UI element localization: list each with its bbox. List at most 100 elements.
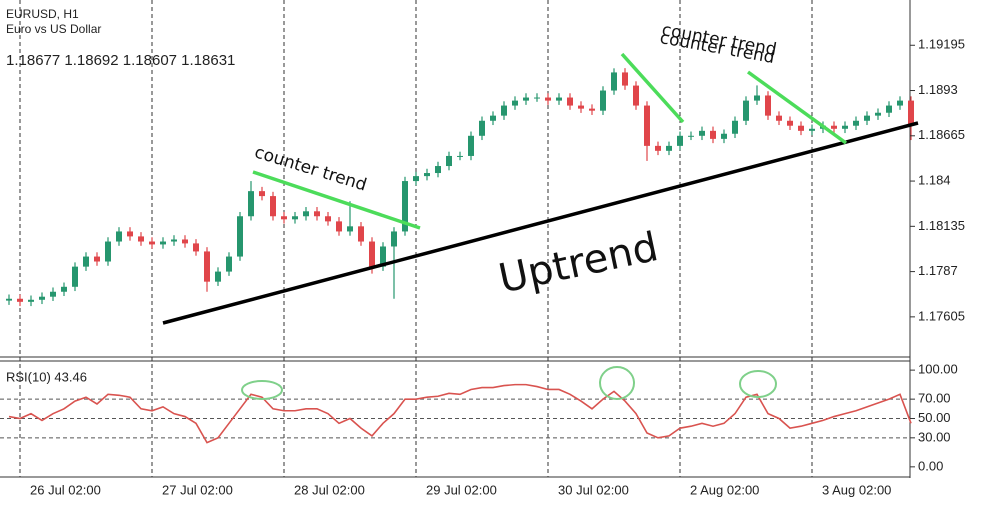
- indicator-title: RSI(10) 43.46: [6, 369, 87, 384]
- candle-body: [314, 211, 320, 217]
- x-tick-label: 27 Jul 02:00: [162, 482, 233, 497]
- y-tick-label: 1.1893: [918, 82, 958, 97]
- candle-body: [710, 130, 716, 139]
- candle-body: [765, 95, 771, 116]
- highlight-circle: [739, 370, 777, 398]
- candle-body: [94, 256, 100, 262]
- candle-body: [732, 120, 738, 134]
- candle-body: [512, 100, 518, 106]
- candle-body: [391, 231, 397, 247]
- candle-body: [281, 216, 287, 220]
- candle-body: [809, 128, 815, 131]
- candle-body: [149, 241, 155, 245]
- candle-body: [215, 271, 221, 282]
- candle-body: [171, 239, 177, 242]
- candle-body: [193, 243, 199, 252]
- candle-body: [6, 298, 12, 301]
- candle-body: [688, 135, 694, 137]
- trend-line: [162, 121, 919, 325]
- candle-body: [160, 241, 166, 245]
- candle-body: [589, 108, 595, 111]
- candle-body: [666, 145, 672, 151]
- y-tick-label: 100.00: [918, 362, 958, 377]
- candle-body: [644, 105, 650, 146]
- candle-body: [61, 286, 67, 292]
- candle-body: [831, 125, 837, 129]
- candle-body: [699, 130, 705, 136]
- candle-body: [633, 85, 639, 106]
- candle-body: [853, 120, 859, 126]
- candle-body: [754, 95, 760, 101]
- candle-body: [358, 226, 364, 242]
- candle-body: [303, 211, 309, 217]
- candle-body: [908, 100, 914, 126]
- y-tick-label: 1.1787: [918, 263, 958, 278]
- y-tick-label: 1.19195: [918, 37, 965, 52]
- chart-subtitle: Euro vs US Dollar: [6, 22, 101, 36]
- candle-body: [600, 90, 606, 111]
- rsi-line: [8, 383, 912, 444]
- candle-body: [875, 112, 881, 116]
- candle-body: [28, 299, 34, 302]
- y-tick-label: 70.00: [918, 391, 951, 406]
- candle-body: [39, 296, 45, 300]
- quote: 1.18677 1.18692 1.18607 1.18631: [6, 52, 235, 69]
- candle-body: [413, 176, 419, 182]
- candle-body: [567, 97, 573, 106]
- candle-body: [479, 120, 485, 136]
- candle-body: [787, 120, 793, 126]
- counter-trend-line: [746, 70, 848, 145]
- candle-body: [347, 226, 353, 232]
- x-tick-label: 30 Jul 02:00: [558, 482, 629, 497]
- candle-body: [655, 145, 661, 151]
- candle-body: [501, 105, 507, 116]
- candle-body: [226, 256, 232, 272]
- y-tick-label: 1.17605: [918, 308, 965, 323]
- candle-body: [83, 256, 89, 267]
- candle-body: [446, 155, 452, 167]
- candle-body: [842, 125, 848, 129]
- candle-body: [50, 291, 56, 297]
- candle-body: [116, 231, 122, 242]
- candle-body: [237, 216, 243, 257]
- candle-body: [534, 97, 540, 99]
- candle-body: [490, 115, 496, 121]
- x-tick-label: 28 Jul 02:00: [294, 482, 365, 497]
- candle-body: [182, 239, 188, 244]
- x-tick-label: 2 Aug 02:00: [690, 482, 759, 497]
- y-tick-label: 1.18135: [918, 218, 965, 233]
- counter-trend-line: [620, 52, 685, 124]
- candle-body: [897, 100, 903, 106]
- chart-title: EURUSD, H1: [6, 7, 79, 21]
- candle-body: [523, 97, 529, 101]
- counter-trend-line: [252, 170, 421, 230]
- candle-body: [468, 135, 474, 156]
- candle-body: [622, 72, 628, 86]
- candle-body: [72, 266, 78, 287]
- candle-body: [17, 298, 23, 302]
- candle-body: [127, 231, 133, 237]
- candle-body: [545, 97, 551, 101]
- candle-body: [292, 216, 298, 220]
- x-tick-label: 3 Aug 02:00: [822, 482, 891, 497]
- candle-body: [325, 216, 331, 222]
- candle-body: [886, 105, 892, 113]
- candle-body: [864, 115, 870, 121]
- x-tick-label: 29 Jul 02:00: [426, 482, 497, 497]
- candle-body: [578, 105, 584, 109]
- candle-body: [677, 135, 683, 146]
- candle-body: [424, 173, 430, 177]
- candle-body: [204, 251, 210, 282]
- highlight-circle: [599, 366, 635, 400]
- candle-body: [369, 241, 375, 267]
- candle-body: [611, 72, 617, 91]
- highlight-circle: [241, 380, 283, 400]
- y-tick-label: 0.00: [918, 458, 943, 473]
- candle-body: [798, 125, 804, 131]
- candle-body: [776, 115, 782, 121]
- x-tick-label: 26 Jul 02:00: [30, 482, 101, 497]
- candle-body: [721, 133, 727, 139]
